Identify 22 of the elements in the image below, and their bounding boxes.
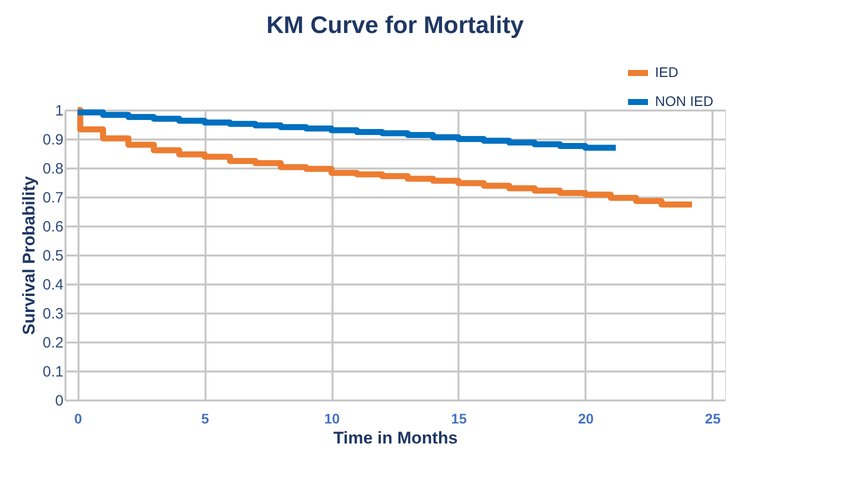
x-tick-label: 15 — [451, 410, 467, 426]
y-tick-label: 0 — [55, 392, 64, 410]
legend-label: IED — [655, 64, 678, 80]
x-axis-title: Time in Months — [333, 428, 458, 448]
y-axis-title: Survival Probability — [20, 176, 39, 335]
legend-label: NON IED — [655, 93, 714, 109]
y-tick-label: 0.4 — [42, 276, 64, 294]
x-tick-label: 5 — [201, 410, 210, 426]
y-tick-label: 0.2 — [42, 334, 64, 352]
y-tick-label: 0.3 — [42, 306, 64, 322]
y-tick-label: 0.6 — [42, 218, 64, 236]
x-tick-label: 0 — [74, 410, 82, 426]
y-tick-label: 1 — [55, 102, 64, 120]
y-tick-label: 0.7 — [42, 190, 64, 206]
y-tick-label: 0.9 — [42, 132, 64, 148]
x-tick-label: 10 — [324, 410, 340, 426]
chart-title: KM Curve for Mortality — [266, 12, 524, 39]
x-tick-label: 25 — [705, 410, 721, 426]
y-tick-label: 0.8 — [42, 160, 64, 178]
x-tick-label: 20 — [578, 410, 594, 426]
y-tick-label: 0.1 — [42, 364, 64, 380]
y-tick-label: 0.5 — [42, 248, 64, 264]
